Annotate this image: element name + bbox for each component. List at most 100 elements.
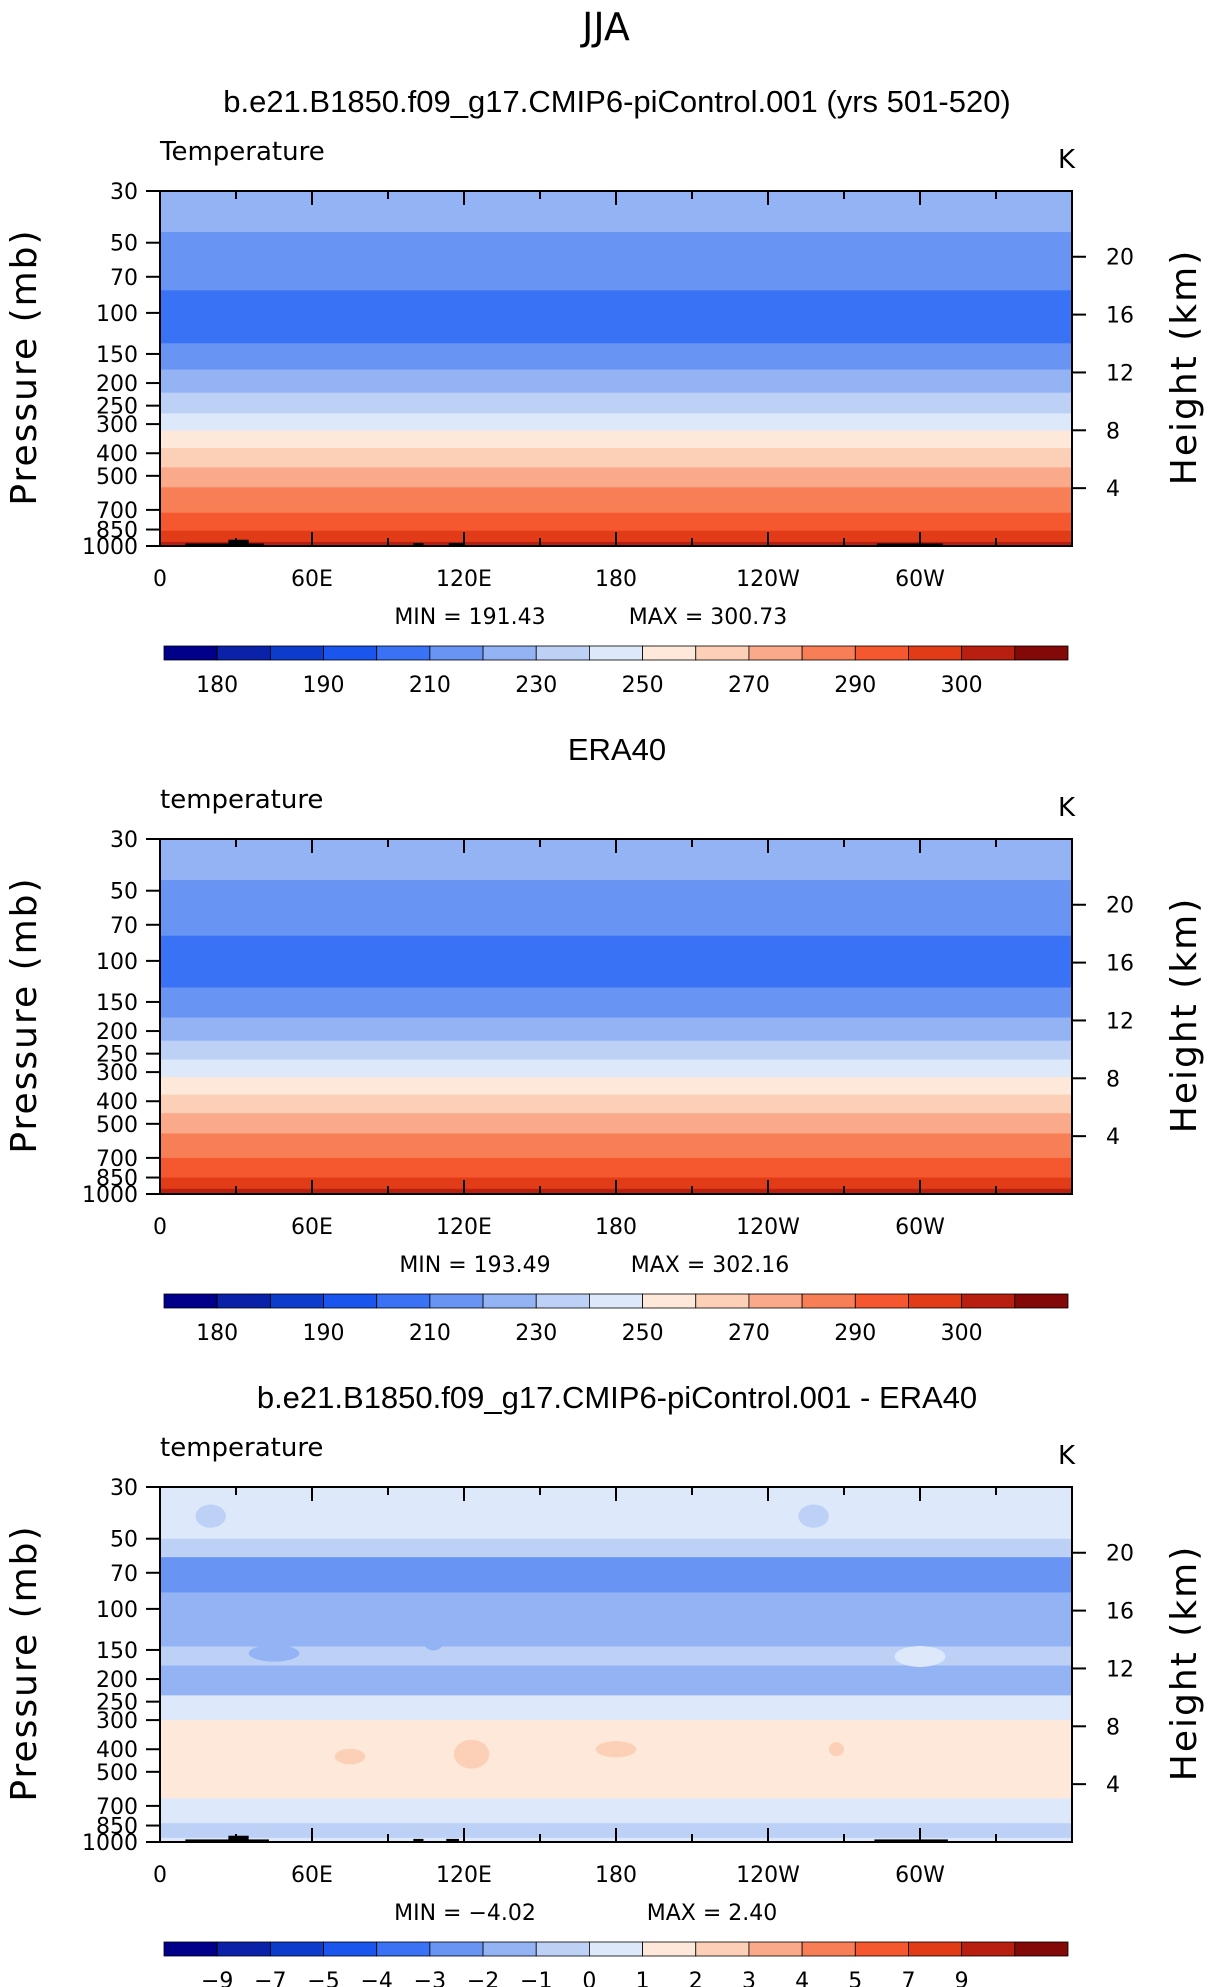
x-axis: 0 60E 120E 180 120W 60W — [153, 1487, 1073, 1888]
min-label: MIN = 191.43 — [394, 605, 545, 630]
contour-band — [160, 1798, 1072, 1824]
contour-band — [160, 1133, 1072, 1159]
colorbar-swatch — [323, 1293, 378, 1309]
contour-band — [160, 1077, 1072, 1096]
contour-band — [160, 1557, 1072, 1594]
y2-tick-label: 4 — [1106, 1773, 1120, 1798]
x-tick-label: 180 — [595, 1863, 637, 1888]
colorbar-label: 250 — [622, 1321, 664, 1346]
contour-band — [160, 935, 1072, 989]
colorbar-swatch — [163, 1293, 218, 1309]
x-tick-label: 60E — [291, 1863, 333, 1888]
colorbar-swatch — [269, 1293, 324, 1309]
y-axis-label: Pressure (mb) — [4, 1524, 45, 1801]
x-tick-label: 60E — [291, 1215, 333, 1240]
contour-feature — [828, 1742, 845, 1757]
y-tick-label: 200 — [96, 372, 138, 397]
colorbar-swatch — [908, 645, 963, 661]
y-tick-label: 30 — [110, 180, 138, 205]
units-label: K — [1058, 793, 1076, 823]
x-tick-label: 120W — [736, 567, 800, 592]
y-tick-label: 30 — [110, 828, 138, 853]
contour-feature — [798, 1504, 829, 1528]
y2-tick-label: 16 — [1106, 952, 1134, 977]
topography-mask — [228, 539, 249, 546]
x-tick-label: 120W — [736, 1863, 800, 1888]
colorbar-label: 180 — [196, 1321, 238, 1346]
y-tick-label: 250 — [96, 1691, 138, 1716]
contour-band — [160, 1695, 1072, 1721]
min-label: MIN = −4.02 — [394, 1901, 536, 1926]
panel-title: b.e21.B1850.f09_g17.CMIP6-piControl.001 … — [257, 1380, 977, 1415]
x-tick-label: 120W — [736, 1215, 800, 1240]
panel-era40: ERA40 temperature K Pressure (mb) Height… — [4, 732, 1205, 1346]
colorbar: 180 190 210 230 250 270 290 300 — [163, 645, 1069, 698]
colorbar: 180 190 210 230 250 270 290 300 — [163, 1293, 1069, 1346]
colorbar-label: 5 — [848, 1969, 862, 1987]
y-tick-label: 150 — [96, 343, 138, 368]
y-tick-label: 50 — [110, 232, 138, 257]
colorbar-label: 0 — [582, 1969, 596, 1987]
colorbar-swatch — [908, 1293, 963, 1309]
panel-title: b.e21.B1850.f09_g17.CMIP6-piControl.001 … — [223, 84, 1011, 119]
topography-mask — [874, 1839, 948, 1842]
y2-axis-label: Height (km) — [1164, 249, 1205, 485]
contour-feature — [894, 1645, 946, 1667]
contour-band — [160, 1592, 1072, 1648]
y-axis-label: Pressure (mb) — [4, 228, 45, 505]
y-tick-label: 100 — [96, 302, 138, 327]
colorbar-label: 9 — [955, 1969, 969, 1987]
colorbar-swatch — [482, 1941, 537, 1957]
colorbar-swatch — [216, 645, 271, 661]
colorbar-label: 210 — [409, 1321, 451, 1346]
contour-band — [160, 392, 1072, 415]
y-tick-label: 1000 — [82, 535, 138, 560]
colorbar-label: 270 — [728, 673, 770, 698]
contour-band — [160, 430, 1072, 449]
x-tick-label: 60W — [895, 567, 945, 592]
x-tick-label: 60W — [895, 1863, 945, 1888]
contour-band — [160, 487, 1072, 514]
colorbar-label: 250 — [622, 673, 664, 698]
panel-subtitle: Temperature — [159, 137, 325, 167]
colorbar-swatch — [748, 1941, 803, 1957]
colorbar-label: −9 — [201, 1969, 233, 1987]
colorbar-label: 210 — [409, 673, 451, 698]
contour-band — [160, 1094, 1072, 1114]
max-label: MAX = 300.73 — [629, 605, 788, 630]
colorbar-swatch — [323, 645, 378, 661]
y-tick-label: 30 — [110, 1476, 138, 1501]
topography-mask — [228, 1835, 249, 1842]
y-tick-label: 150 — [96, 991, 138, 1016]
panel-model: b.e21.B1850.f09_g17.CMIP6-piControl.001 … — [4, 84, 1205, 698]
colorbar-swatch — [429, 1293, 484, 1309]
colorbar-swatch — [269, 645, 324, 661]
x-tick-label: 0 — [153, 1215, 167, 1240]
contour-band — [160, 448, 1072, 468]
contour-feature — [195, 1504, 226, 1528]
x-tick-label: 120E — [436, 1215, 492, 1240]
colorbar-swatch — [269, 1941, 324, 1957]
topography-mask — [448, 542, 464, 546]
colorbar-swatch — [429, 1941, 484, 1957]
colorbar-swatch — [1014, 1293, 1069, 1309]
y-tick-label: 500 — [96, 1113, 138, 1138]
colorbar-label: 230 — [515, 1321, 557, 1346]
y-tick-label: 100 — [96, 950, 138, 975]
colorbar-label: −2 — [467, 1969, 499, 1987]
y2-tick-label: 20 — [1106, 1542, 1134, 1567]
contour-band — [160, 413, 1072, 432]
topography-mask — [413, 542, 424, 546]
colorbar-label: −1 — [520, 1969, 552, 1987]
y-tick-label: 100 — [96, 1598, 138, 1623]
colorbar-label: 290 — [834, 1321, 876, 1346]
colorbar-swatch — [482, 1293, 537, 1309]
contour-band — [160, 232, 1072, 291]
topography-mask — [413, 1838, 424, 1842]
contour-band — [160, 1720, 1072, 1799]
colorbar-swatch — [1014, 1941, 1069, 1957]
y2-tick-label: 8 — [1106, 1715, 1120, 1740]
colorbar-label: 180 — [196, 673, 238, 698]
